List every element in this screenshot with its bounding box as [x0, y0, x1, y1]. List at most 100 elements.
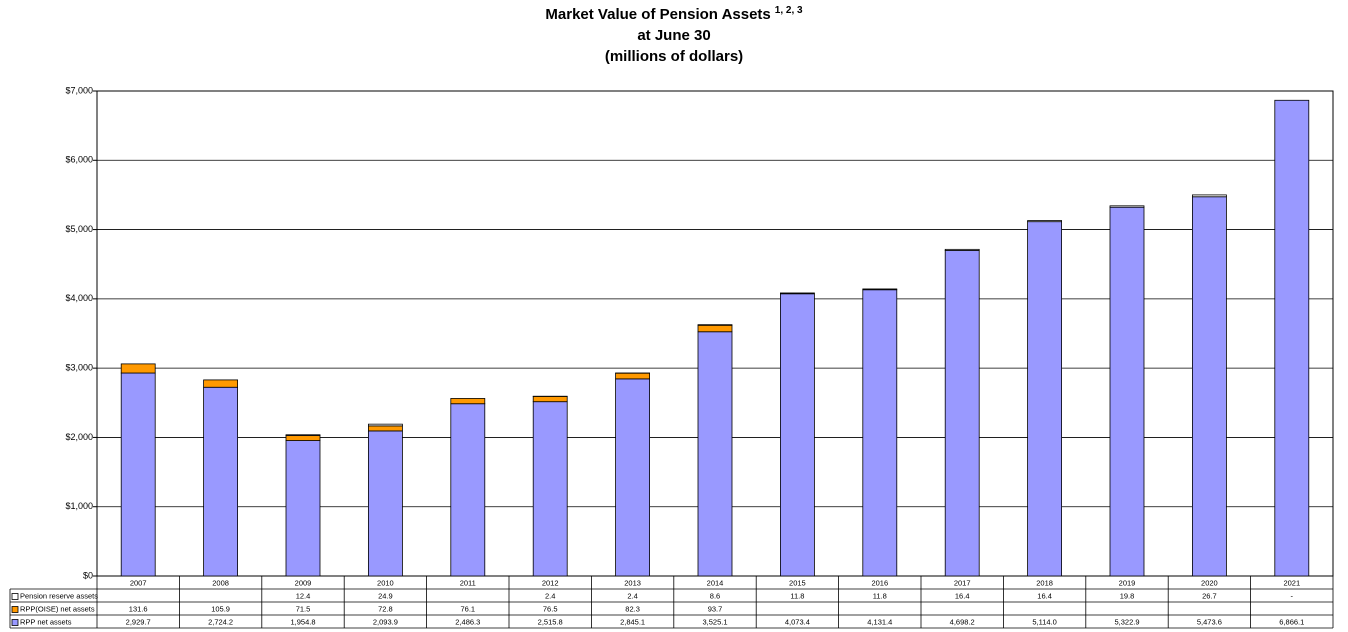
bar-segment	[615, 378, 650, 577]
y-tick-label: $1,000	[65, 501, 93, 511]
bar-segment	[1027, 220, 1062, 223]
table-value: 16.4	[955, 591, 970, 600]
chart-subtitle: at June 30	[637, 27, 710, 44]
table-value: 1,954.8	[290, 617, 315, 626]
x-tick-label: 2007	[130, 578, 147, 587]
table-value: 5,114.0	[1032, 617, 1056, 626]
table-value: 2,486.3	[455, 617, 480, 626]
y-tick-label: $2,000	[65, 432, 93, 442]
x-tick-label: 2014	[707, 578, 724, 587]
bar-segment	[780, 293, 815, 577]
x-tick-label: 2013	[624, 578, 641, 587]
x-tick-label: 2017	[954, 578, 971, 587]
table-value: 2,845.1	[620, 617, 645, 626]
bar-segment	[1109, 205, 1145, 208]
bar-segment	[944, 248, 980, 251]
bar-segment	[1027, 221, 1062, 577]
bar-segment	[120, 372, 156, 577]
bar-segment	[120, 363, 156, 374]
x-tick-label: 2020	[1201, 578, 1218, 587]
y-tick-label: $3,000	[65, 363, 93, 373]
table-value: 8.6	[710, 591, 720, 600]
bar-segment	[697, 331, 733, 577]
bar-segment	[862, 289, 898, 577]
bar-segment	[450, 403, 486, 577]
bar-segment	[203, 379, 239, 388]
table-value: 2.4	[627, 591, 637, 600]
table-value: 5,473.6	[1197, 617, 1222, 626]
table-value: 4,131.4	[867, 617, 892, 626]
table-value: 12.4	[296, 591, 311, 600]
bar-segment	[285, 440, 321, 577]
table-value: 4,073.4	[785, 617, 810, 626]
table-value: 82.3	[625, 604, 640, 613]
table-value: 11.8	[873, 591, 887, 600]
table-value: 24.9	[378, 591, 393, 600]
table-value: 71.5	[296, 604, 311, 613]
chart-subtitle: (millions of dollars)	[605, 48, 743, 65]
x-tick-label: 2015	[789, 578, 806, 587]
bar-segment	[532, 401, 568, 577]
bar-segment	[532, 395, 568, 403]
table-value: 2,515.8	[538, 617, 563, 626]
y-tick-label: $4,000	[65, 293, 93, 303]
bar-segment	[780, 292, 815, 295]
title-line: Market Value of Pension Assets	[545, 6, 770, 23]
x-tick-label: 2019	[1119, 578, 1136, 587]
table-value: 131.6	[129, 604, 148, 613]
legend-swatch	[11, 606, 19, 613]
y-tick-label: $6,000	[65, 155, 93, 165]
y-tick-label: $7,000	[65, 85, 93, 95]
legend-swatch	[11, 619, 19, 626]
bar-segment	[285, 435, 321, 441]
bar-segment	[367, 423, 403, 427]
table-value: 93.7	[708, 604, 723, 613]
x-tick-label: 2016	[871, 578, 888, 587]
table-value: 2,093.9	[373, 617, 398, 626]
bar-segment	[203, 386, 239, 577]
table-value: 2.4	[545, 591, 555, 600]
table-value: -	[1291, 591, 1294, 600]
table-value: 6,866.1	[1279, 617, 1304, 626]
bar-segment	[1192, 194, 1227, 198]
y-tick-label: $0	[83, 570, 93, 580]
chart-title: Market Value of Pension Assets 1, 2, 3	[545, 5, 803, 23]
table-value: 4,698.2	[950, 617, 975, 626]
bar-segment	[450, 398, 486, 405]
x-tick-label: 2008	[212, 578, 229, 587]
table-value: 2,724.2	[208, 617, 233, 626]
table-value: 16.4	[1037, 591, 1052, 600]
table-value: 2,929.7	[126, 617, 151, 626]
x-tick-label: 2009	[295, 578, 312, 587]
table-value: 76.1	[460, 604, 475, 613]
x-tick-label: 2011	[460, 578, 476, 587]
x-tick-label: 2012	[542, 578, 559, 587]
x-tick-label: 2018	[1036, 578, 1053, 587]
legend-swatch	[11, 593, 19, 600]
x-tick-label: 2010	[377, 578, 394, 587]
bar-segment	[615, 372, 650, 380]
bar-segment	[697, 324, 733, 333]
table-value: 5,322.9	[1114, 617, 1139, 626]
table-value: 105.9	[211, 604, 230, 613]
legend-label: Pension reserve assets	[20, 591, 98, 600]
x-tick-label: 2021	[1283, 578, 1300, 587]
table-value: 11.8	[790, 591, 804, 600]
table-value: 76.5	[543, 604, 558, 613]
legend-label: RPP(OISE) net assets	[20, 604, 95, 613]
bar-segment	[367, 430, 403, 577]
bar-segment	[1274, 99, 1310, 577]
bar-segment	[944, 250, 980, 577]
bar-segment	[367, 425, 403, 432]
table-value: 19.8	[1120, 591, 1135, 600]
bar-segment	[697, 324, 733, 326]
title-note: 1, 2, 3	[775, 5, 803, 16]
bar-segment	[862, 288, 898, 291]
bar-segment	[1192, 196, 1227, 577]
table-value: 3,525.1	[702, 617, 727, 626]
y-tick-label: $5,000	[65, 224, 93, 234]
legend-label: RPP net assets	[20, 617, 72, 626]
table-value: 26.7	[1202, 591, 1217, 600]
